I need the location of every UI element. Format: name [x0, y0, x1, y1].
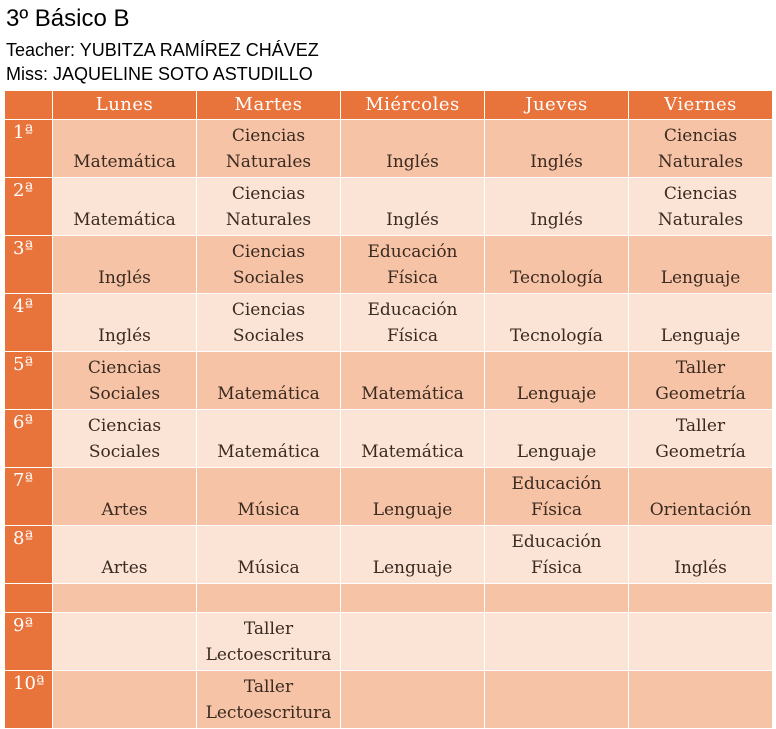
- period-number: 5ª: [4, 351, 53, 410]
- subject-cell: [52, 612, 197, 671]
- subject-cell: Ciencias Naturales: [196, 177, 341, 236]
- corner-cell: [4, 90, 53, 120]
- subject-cell: Inglés: [484, 177, 629, 236]
- subject-cell: Inglés: [52, 235, 197, 294]
- subject-cell: Música: [196, 467, 341, 526]
- subject-cell: Taller Geometría: [628, 351, 773, 410]
- subject-cell: Lenguaje: [628, 235, 773, 294]
- period-row: 5ª Ciencias Sociales Matemática Matemática L…: [4, 351, 773, 410]
- subject-cell: Matemática: [340, 351, 485, 410]
- subject-cell: Ciencias Sociales: [196, 235, 341, 294]
- day-header-jueves: Jueves: [484, 90, 629, 120]
- subject-cell: Ciencias Naturales: [196, 119, 341, 178]
- subject-cell: [196, 583, 341, 613]
- subject-cell: Taller Lectoescritura: [196, 612, 341, 671]
- subject-cell: Ciencias Naturales: [628, 119, 773, 178]
- subject-cell: Matemática: [52, 119, 197, 178]
- miss-line: Miss: JAQUELINE SOTO ASTUDILLO: [6, 64, 313, 84]
- day-header-miercoles: Miércoles: [340, 90, 485, 120]
- day-header-lunes: Lunes: [52, 90, 197, 120]
- subject-cell: Matemática: [52, 177, 197, 236]
- page-title: 3º Básico B: [6, 5, 130, 32]
- break-row: [4, 583, 773, 613]
- subject-cell: Ciencias Sociales: [52, 351, 197, 410]
- subject-cell: Taller Lectoescritura: [196, 670, 341, 729]
- subject-cell: Inglés: [52, 293, 197, 352]
- period-number: 2ª: [4, 177, 53, 236]
- period-row: 7ª Artes Música Lenguaje Educación Física Ori…: [4, 467, 773, 526]
- period-row: 1ª Matemática Ciencias Naturales Inglés Ingl…: [4, 119, 773, 178]
- subject-cell: Inglés: [340, 119, 485, 178]
- period-number: 4ª: [4, 293, 53, 352]
- subject-cell: Tecnología: [484, 293, 629, 352]
- period-number: 3ª: [4, 235, 53, 294]
- period-row: 4ª Inglés Ciencias Sociales Educación Físic…: [4, 293, 773, 352]
- subject-cell: [484, 612, 629, 671]
- subject-cell: Inglés: [484, 119, 629, 178]
- subject-cell: Artes: [52, 525, 197, 584]
- subject-cell: Inglés: [628, 525, 773, 584]
- day-header-row: Lunes Martes Miércoles Jueves Viernes: [4, 90, 773, 120]
- subject-cell: [52, 670, 197, 729]
- subject-cell: [340, 670, 485, 729]
- subject-cell: Ciencias Sociales: [196, 293, 341, 352]
- subject-cell: Tecnología: [484, 235, 629, 294]
- subject-cell: [628, 670, 773, 729]
- day-header-martes: Martes: [196, 90, 341, 120]
- period-number: 10ª: [4, 670, 53, 729]
- period-row: 6ª Ciencias Sociales Matemática Matemática L…: [4, 409, 773, 468]
- period-number: 9ª: [4, 612, 53, 671]
- subject-cell: Educación Física: [340, 293, 485, 352]
- subject-cell: Orientación: [628, 467, 773, 526]
- period-row: 2ª Matemática Ciencias Naturales Inglés Ingl…: [4, 177, 773, 236]
- period-row: 8ª Artes Música Lenguaje Educación Física Ing…: [4, 525, 773, 584]
- subject-cell: Ciencias Naturales: [628, 177, 773, 236]
- subject-cell: Artes: [52, 467, 197, 526]
- subject-cell: Taller Geometría: [628, 409, 773, 468]
- subject-cell: [628, 612, 773, 671]
- subject-cell: [484, 670, 629, 729]
- subject-cell: Ciencias Sociales: [52, 409, 197, 468]
- period-row: 10ª Taller Lectoescritura: [4, 670, 773, 729]
- subject-cell: Matemática: [196, 409, 341, 468]
- schedule-body: 1ª Matemática Ciencias Naturales Inglés Ingl…: [4, 119, 773, 729]
- subject-cell: Matemática: [340, 409, 485, 468]
- subject-cell: Educación Física: [484, 467, 629, 526]
- period-row: 3ª Inglés Ciencias Sociales Educación Físic…: [4, 235, 773, 294]
- period-number: 1ª: [4, 119, 53, 178]
- period-number: 8ª: [4, 525, 53, 584]
- subject-cell: Educación Física: [340, 235, 485, 294]
- subject-cell: Lenguaje: [340, 525, 485, 584]
- subject-cell: Música: [196, 525, 341, 584]
- subject-cell: Matemática: [196, 351, 341, 410]
- subject-cell: Lenguaje: [484, 409, 629, 468]
- subject-cell: Inglés: [340, 177, 485, 236]
- subject-cell: Lenguaje: [340, 467, 485, 526]
- subject-cell: Educación Física: [484, 525, 629, 584]
- subject-cell: [52, 583, 197, 613]
- subject-cell: [484, 583, 629, 613]
- schedule-table: Lunes Martes Miércoles Jueves Viernes 1ª…: [4, 90, 773, 729]
- subject-cell: [628, 583, 773, 613]
- schedule-header: 3º Básico B Teacher: YUBITZA RAMÍREZ CHÁ…: [6, 0, 766, 86]
- subject-cell: [340, 583, 485, 613]
- teacher-line: Teacher: YUBITZA RAMÍREZ CHÁVEZ: [6, 40, 319, 60]
- period-number: 7ª: [4, 467, 53, 526]
- subject-cell: Lenguaje: [628, 293, 773, 352]
- period-number: 6ª: [4, 409, 53, 468]
- subject-cell: [340, 612, 485, 671]
- day-header-viernes: Viernes: [628, 90, 773, 120]
- period-number: [4, 583, 53, 613]
- period-row: 9ª Taller Lectoescritura: [4, 612, 773, 671]
- subject-cell: Lenguaje: [484, 351, 629, 410]
